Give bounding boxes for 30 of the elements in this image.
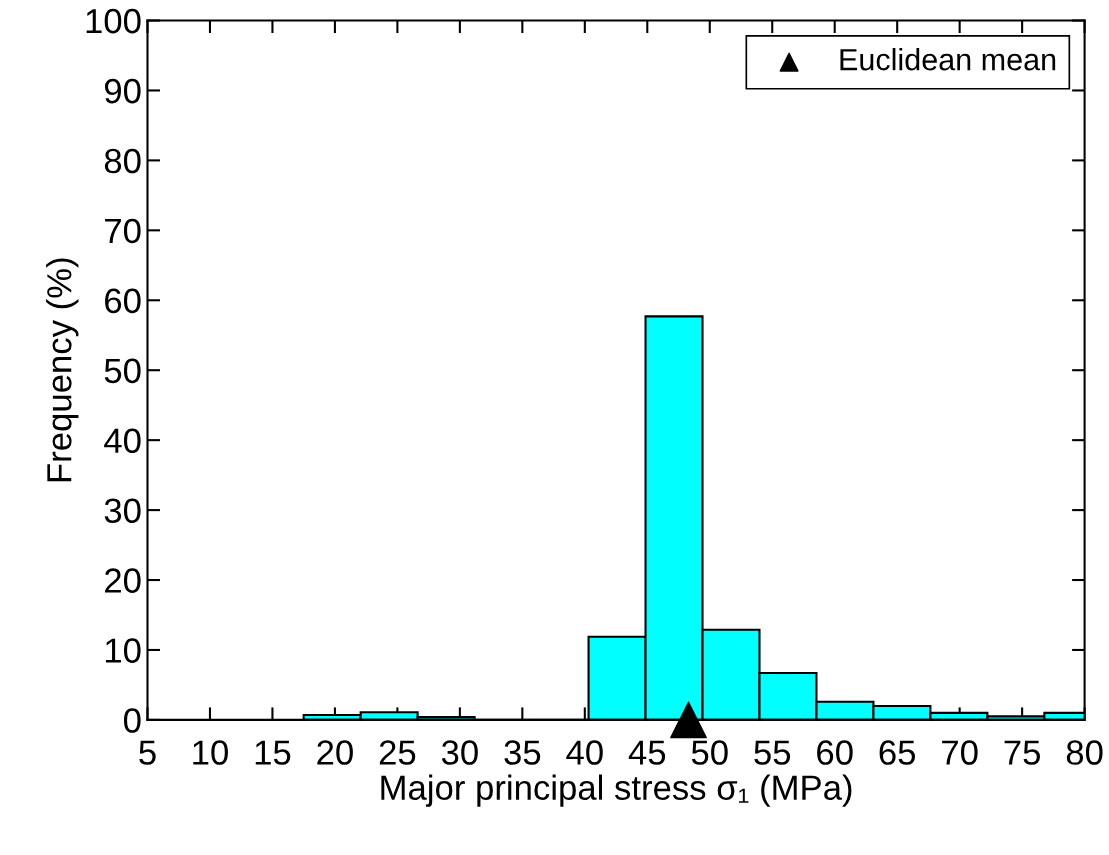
legend-label: Euclidean mean <box>840 48 1056 71</box>
y-tick-label: 10 <box>105 638 141 663</box>
y-tick-label: 50 <box>104 358 141 384</box>
x-tick-label: 40 <box>566 740 603 765</box>
x-tick-label: 20 <box>317 740 353 765</box>
y-tick-label: 40 <box>104 428 141 454</box>
x-tick-label: 35 <box>504 740 541 765</box>
x-tick-label: 25 <box>379 740 416 765</box>
x-tick-label: 5 <box>139 740 156 765</box>
y-tick-label: 60 <box>105 288 141 314</box>
x-tick-label: 65 <box>879 740 916 765</box>
x-tick-label: 15 <box>255 740 291 765</box>
x-tick-label: 45 <box>628 740 666 765</box>
y-tick-label: 70 <box>105 218 141 244</box>
y-tick-label: 100 <box>86 8 141 34</box>
x-tick-label: 55 <box>754 740 791 765</box>
x-tick-label: 70 <box>942 740 978 765</box>
y-tick-label: 90 <box>104 78 141 104</box>
x-tick-label: 60 <box>817 740 853 765</box>
x-tick-label: 80 <box>1066 740 1103 765</box>
x-axis-title: Major principal stress σ₁ (MPa) <box>381 774 852 807</box>
y-tick-label: 20 <box>105 568 141 593</box>
y-axis-title: Frequency (%) <box>46 258 79 482</box>
y-tick-label: 0 <box>123 708 141 733</box>
y-tick-label: 80 <box>104 148 141 174</box>
y-tick-label: 30 <box>104 498 141 524</box>
x-tick-label: 50 <box>691 740 728 765</box>
x-tick-label: 10 <box>193 740 228 765</box>
x-tick-label: 30 <box>441 740 478 765</box>
x-tick-label: 75 <box>1004 740 1040 765</box>
